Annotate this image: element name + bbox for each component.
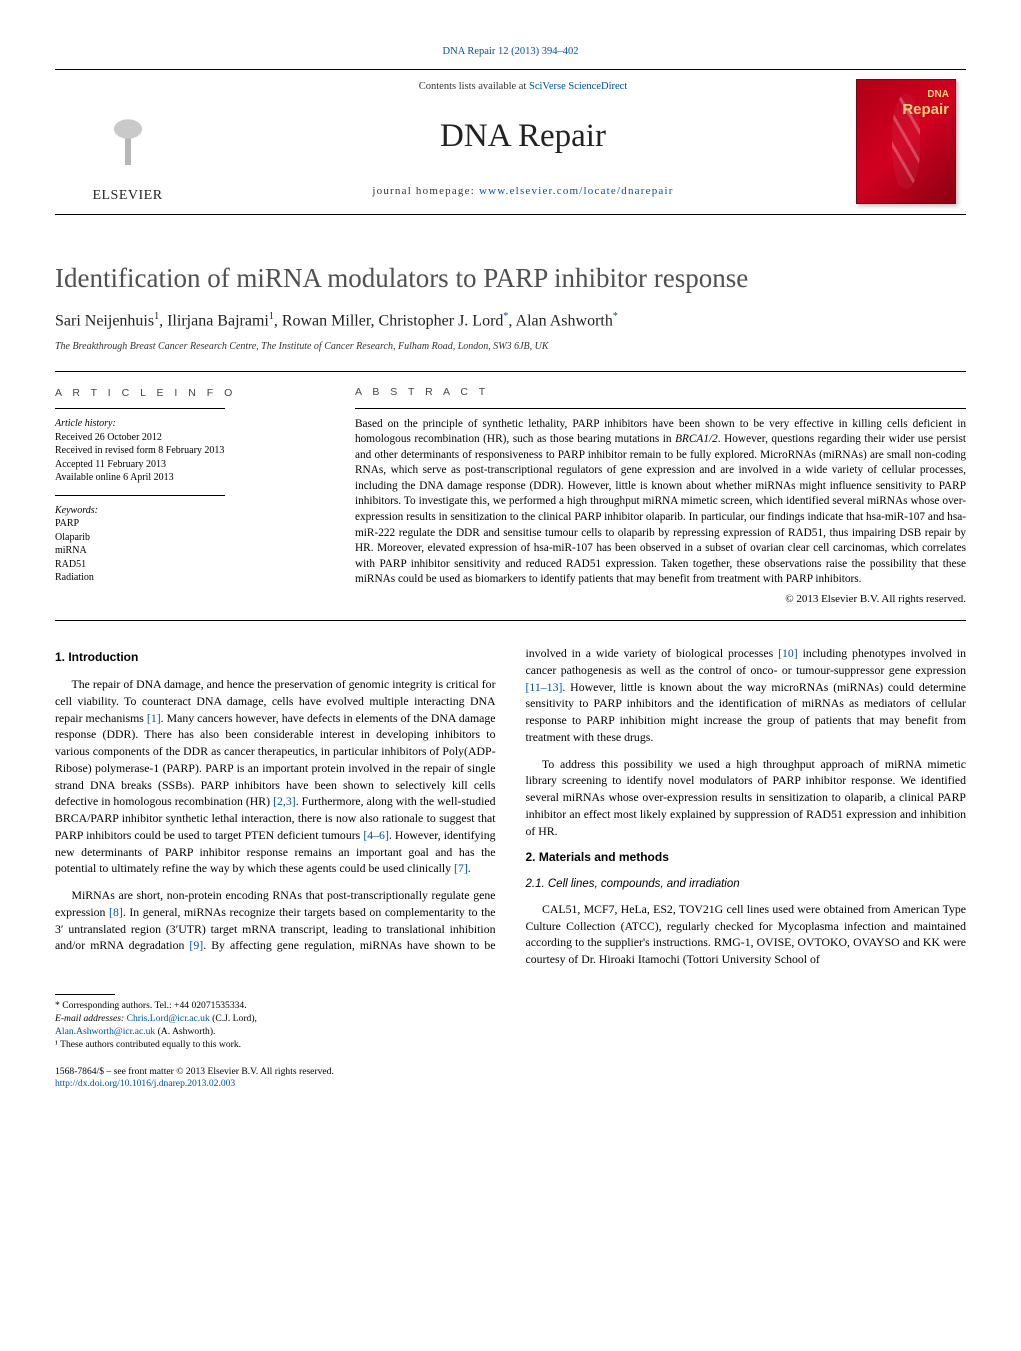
email-label: E-mail addresses: — [55, 1013, 127, 1024]
corresponding-author-note: * Corresponding authors. Tel.: +44 02071… — [55, 1000, 474, 1013]
masthead-center: Contents lists available at SciVerse Sci… — [200, 70, 846, 214]
history-label: Article history: — [55, 418, 116, 429]
mini-rule — [55, 408, 225, 409]
contents-prefix: Contents lists available at — [419, 81, 529, 92]
doi-link[interactable]: http://dx.doi.org/10.1016/j.dnarep.2013.… — [55, 1078, 235, 1089]
mini-rule — [55, 495, 225, 496]
article-history: Article history: Received 26 October 201… — [55, 417, 317, 485]
equal-contribution-note: ¹ These authors contributed equally to t… — [55, 1039, 474, 1052]
history-received: Received 26 October 2012 — [55, 431, 317, 445]
email-link[interactable]: Alan.Ashworth@icr.ac.uk — [55, 1026, 155, 1037]
author-sup: 1 — [269, 311, 274, 322]
keyword: Olaparib — [55, 531, 317, 545]
author: Christopher J. Lord — [379, 312, 504, 329]
article-info-heading: A R T I C L E I N F O — [55, 386, 317, 400]
email-line: Alan.Ashworth@icr.ac.uk (A. Ashworth). — [55, 1026, 474, 1039]
author: Sari Neijenhuis — [55, 312, 154, 329]
journal-cover-thumb: DNA Repair — [856, 79, 956, 204]
footnote-rule — [55, 994, 115, 995]
journal-home: journal homepage: www.elsevier.com/locat… — [208, 184, 838, 198]
meta-row: A R T I C L E I N F O Article history: R… — [55, 371, 966, 621]
article-info-column: A R T I C L E I N F O Article history: R… — [55, 372, 325, 620]
cover-thumb-wrap: DNA Repair — [846, 70, 966, 214]
journal-home-link[interactable]: www.elsevier.com/locate/dnarepair — [479, 185, 674, 197]
publisher-name: ELSEVIER — [92, 187, 162, 205]
history-revised: Received in revised form 8 February 2013 — [55, 444, 317, 458]
title-block: Identification of miRNA modulators to PA… — [55, 261, 966, 353]
issn-line: 1568-7864/$ – see front matter © 2013 El… — [55, 1066, 966, 1079]
contents-line: Contents lists available at SciVerse Sci… — [208, 80, 838, 94]
email-line: E-mail addresses: Chris.Lord@icr.ac.uk (… — [55, 1013, 474, 1026]
affiliation: The Breakthrough Breast Cancer Research … — [55, 340, 966, 353]
email-link[interactable]: Chris.Lord@icr.ac.uk — [127, 1013, 210, 1024]
footnotes: * Corresponding authors. Tel.: +44 02071… — [55, 994, 474, 1052]
keywords-block: Keywords: PARP Olaparib miRNA RAD51 Radi… — [55, 504, 317, 585]
author: Rowan Miller — [282, 312, 371, 329]
email-who: (C.J. Lord), — [210, 1013, 257, 1024]
keywords-label: Keywords: — [55, 505, 98, 516]
journal-name: DNA Repair — [208, 115, 838, 158]
mini-rule — [355, 408, 966, 409]
publisher-block: ELSEVIER — [55, 70, 200, 214]
abstract-text: Based on the principle of synthetic leth… — [355, 417, 966, 588]
history-accepted: Accepted 11 February 2013 — [55, 458, 317, 472]
subsection-heading: 2.1. Cell lines, compounds, and irradiat… — [526, 876, 967, 892]
keyword: PARP — [55, 517, 317, 531]
author: Ilirjana Bajrami — [167, 312, 269, 329]
author-sup: * — [503, 311, 508, 322]
abstract-column: A B S T R A C T Based on the principle o… — [355, 372, 966, 620]
body-paragraph: The repair of DNA damage, and hence the … — [55, 676, 496, 877]
home-prefix: journal homepage: — [372, 185, 479, 197]
author: Alan Ashworth — [516, 312, 613, 329]
section-heading-introduction: 1. Introduction — [55, 649, 496, 666]
masthead: ELSEVIER Contents lists available at Sci… — [55, 70, 966, 215]
author-list: Sari Neijenhuis1, Ilirjana Bajrami1, Row… — [55, 310, 966, 332]
keyword: RAD51 — [55, 558, 317, 572]
elsevier-tree-icon — [68, 93, 188, 183]
abstract-copyright: © 2013 Elsevier B.V. All rights reserved… — [355, 592, 966, 606]
body-paragraph: To address this possibility we used a hi… — [526, 756, 967, 840]
author-sup: * — [613, 311, 618, 322]
email-who: (A. Ashworth). — [155, 1026, 215, 1037]
body-columns: 1. Introduction The repair of DNA damage… — [55, 645, 966, 968]
body-paragraph: CAL51, MCF7, HeLa, ES2, TOV21G cell line… — [526, 901, 967, 968]
keyword: miRNA — [55, 544, 317, 558]
abstract-heading: A B S T R A C T — [355, 386, 966, 400]
sciencedirect-link[interactable]: SciVerse ScienceDirect — [529, 81, 627, 92]
footer: 1568-7864/$ – see front matter © 2013 El… — [55, 1066, 966, 1092]
running-head: DNA Repair 12 (2013) 394–402 — [55, 45, 966, 59]
article-title: Identification of miRNA modulators to PA… — [55, 261, 966, 296]
keyword: Radiation — [55, 571, 317, 585]
cover-label-bottom: Repair — [902, 100, 949, 120]
history-online: Available online 6 April 2013 — [55, 471, 317, 485]
author-sup: 1 — [154, 311, 159, 322]
section-heading-methods: 2. Materials and methods — [526, 849, 967, 866]
